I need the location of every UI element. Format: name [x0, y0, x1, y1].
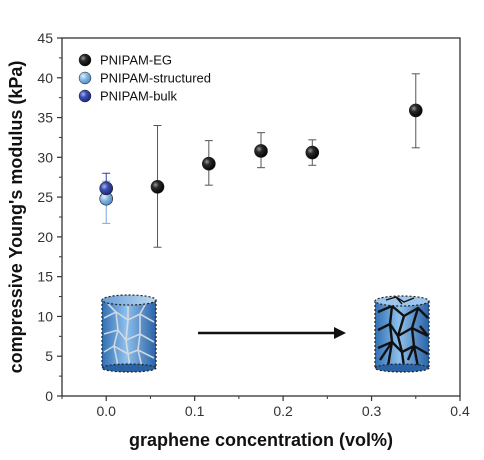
data-point-pnipam-eg [150, 179, 165, 194]
data-point-pnipam-eg [305, 145, 320, 160]
legend-marker [78, 53, 92, 67]
x-tick-label: 0.2 [273, 403, 293, 419]
legend: PNIPAM-EG PNIPAM-structured PNIPAM-bulk [78, 53, 211, 104]
y-tick-label: 30 [37, 149, 53, 165]
legend-label: PNIPAM-bulk [100, 89, 178, 104]
y-tick-label: 20 [37, 229, 53, 245]
graphene-network-hydrogel-cylinder-icon [374, 295, 430, 373]
data-point-pnipam-eg [202, 156, 216, 171]
data-point-pnipam-eg [408, 103, 423, 118]
x-axis-title: graphene concentration (vol%) [129, 430, 393, 450]
y-tick-label: 10 [37, 308, 53, 324]
legend-label: PNIPAM-structured [100, 71, 211, 86]
x-tick-label: 0.1 [185, 403, 205, 419]
legend-marker [78, 89, 92, 103]
y-axis-ticks: 0 5 10 15 20 25 30 35 40 45 [37, 30, 62, 404]
y-tick-label: 35 [37, 110, 53, 126]
y-tick-label: 25 [37, 189, 53, 205]
x-tick-label: 0.0 [96, 403, 116, 419]
right-arrow-icon [198, 327, 346, 339]
x-axis-ticks: 0.0 0.1 0.2 0.3 0.4 [61, 396, 470, 419]
y-tick-label: 40 [37, 70, 53, 86]
x-tick-label: 0.3 [362, 403, 382, 419]
data-points [99, 103, 423, 206]
structured-hydrogel-cylinder-icon [101, 294, 157, 373]
y-tick-label: 15 [37, 269, 53, 285]
data-point-pnipam-bulk [99, 181, 114, 196]
y-tick-label: 45 [37, 30, 53, 46]
y-axis-title: compressive Young's modulus (kPa) [6, 61, 26, 374]
y-tick-label: 0 [45, 388, 53, 404]
legend-marker [78, 71, 92, 85]
y-tick-label: 5 [45, 348, 53, 364]
data-point-pnipam-eg [254, 144, 268, 158]
x-tick-label: 0.4 [450, 403, 470, 419]
legend-label: PNIPAM-EG [100, 53, 172, 68]
